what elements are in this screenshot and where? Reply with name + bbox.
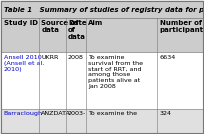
Text: Ansell 2010
(Ansell et al.
2010): Ansell 2010 (Ansell et al. 2010) [4, 55, 44, 72]
Text: Number of
participants: Number of participants [160, 20, 204, 33]
Bar [1, 1, 203, 18]
Text: Source of
data: Source of data [41, 20, 79, 33]
Bar [1, 109, 203, 133]
Text: To examine the: To examine the [88, 111, 137, 116]
Text: Table 1   Summary of studies of registry data for peritoneal: Table 1 Summary of studies of registry d… [4, 7, 204, 13]
Text: 2003-: 2003- [68, 111, 86, 116]
Text: To examine
survival from the
start of RRT, and
among those
patients alive at
Jan: To examine survival from the start of RR… [88, 55, 143, 89]
Text: Date
of
data: Date of data [68, 20, 86, 40]
Text: 2008: 2008 [68, 55, 84, 60]
Bar [1, 52, 203, 109]
Text: 324: 324 [160, 111, 172, 116]
Text: Barraclough: Barraclough [4, 111, 43, 116]
Bar [1, 18, 203, 52]
Text: Study ID: Study ID [4, 20, 38, 26]
Text: 6634: 6634 [160, 55, 176, 60]
Text: ANZDATA: ANZDATA [41, 111, 71, 116]
Text: UKRR: UKRR [41, 55, 59, 60]
Text: Aim: Aim [88, 20, 104, 26]
